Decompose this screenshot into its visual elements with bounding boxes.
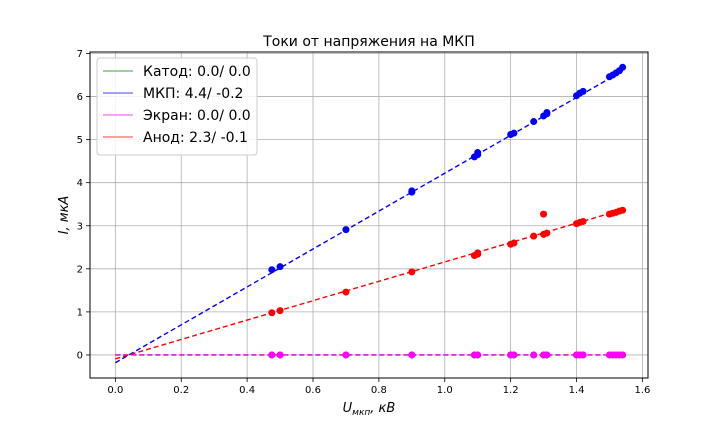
y-tick-label: 6 [77, 92, 83, 103]
x-tick-label: 0.8 [371, 385, 387, 396]
screen-data-point [619, 351, 627, 359]
mcp-data-point [276, 263, 284, 271]
mcp-data-point [543, 109, 551, 117]
screen-data-point [268, 351, 276, 359]
anode-data-point [408, 268, 416, 276]
data-points [268, 63, 627, 359]
x-tick-label: 1.0 [437, 385, 453, 396]
plot-frame [89, 51, 649, 379]
anode-data-point [342, 288, 350, 296]
mcp-data-point [579, 87, 587, 95]
legend: Катод: 0.0/ 0.0 МКП: 4.4/ -0.2 Экран: 0.0/… [96, 57, 258, 156]
mcp-data-point [408, 187, 416, 195]
y-tick-label: 2 [77, 264, 83, 275]
anode-data-point [619, 206, 627, 214]
screen-data-point [579, 351, 587, 359]
anode-data-point [510, 239, 518, 247]
y-tick-label: 0 [77, 350, 83, 361]
screen-data-point [530, 351, 538, 359]
y-tick-label: 7 [77, 49, 83, 60]
anode-data-point [474, 249, 482, 257]
anode-data-point [543, 229, 551, 237]
y-tick-label: 5 [77, 135, 83, 146]
x-tick-label: 1.2 [503, 385, 519, 396]
screen-data-point [474, 351, 482, 359]
legend-box [96, 57, 258, 156]
mcp-fit-line [115, 70, 623, 364]
y-tick-label: 3 [77, 221, 83, 232]
x-tick-label: 1.6 [634, 385, 650, 396]
x-tick-label: 1.4 [569, 385, 585, 396]
anode-data-point [276, 307, 284, 315]
mcp-data-point [619, 63, 627, 71]
y-tick-label: 1 [77, 307, 83, 318]
mcp-data-point [530, 118, 538, 126]
mcp-data-point [342, 226, 350, 234]
anode-fit-line [115, 208, 623, 360]
anode-legend-label: Анод: 2.3/ -0.1 [143, 130, 248, 146]
x-axis-ticks: 0.0 0.2 0.4 0.6 0.8 1.0 1.2 1.4 1.6 [107, 378, 650, 396]
x-tick-label: 0.2 [173, 385, 189, 396]
chart-title: Токи от напряжения на МКП [262, 34, 475, 50]
mcp-data-point [268, 266, 276, 274]
mcp-data-point [474, 149, 482, 157]
x-tick-label: 0.4 [239, 385, 255, 396]
x-tick-label: 0.0 [107, 385, 123, 396]
y-axis-label: I, мкА [57, 196, 72, 235]
y-axis-ticks: 0 1 2 3 4 5 6 7 [77, 49, 90, 361]
mcp-data-point [510, 129, 518, 137]
anode-data-point [530, 232, 538, 240]
anode-data-point [540, 210, 548, 218]
screen-data-point [543, 351, 551, 359]
screen-data-point [510, 351, 518, 359]
cathode-legend-label: Катод: 0.0/ 0.0 [143, 64, 251, 80]
screen-data-point [342, 351, 350, 359]
screen-data-point [408, 351, 416, 359]
x-tick-label: 0.6 [305, 385, 321, 396]
anode-data-point [268, 309, 276, 317]
anode-data-point [579, 217, 587, 225]
y-tick-label: 4 [77, 178, 83, 189]
mcp-legend-label: МКП: 4.4/ -0.2 [143, 86, 243, 102]
screen-legend-label: Экран: 0.0/ 0.0 [143, 108, 251, 124]
screen-data-point [276, 351, 284, 359]
fit-lines [115, 70, 623, 364]
x-axis-label: Uмкп, кВ [343, 401, 396, 418]
